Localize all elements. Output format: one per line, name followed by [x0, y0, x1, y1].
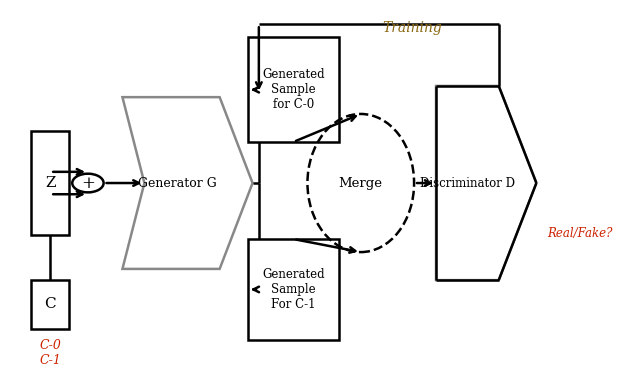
Text: Z: Z — [45, 176, 56, 190]
Text: Real/Fake?: Real/Fake? — [548, 227, 613, 240]
Text: C-1: C-1 — [40, 354, 61, 367]
Text: +: + — [81, 174, 95, 192]
Text: Generator G: Generator G — [138, 176, 217, 189]
Text: Discriminator D: Discriminator D — [420, 176, 515, 189]
Text: Training: Training — [383, 21, 442, 35]
Text: Merge: Merge — [339, 176, 383, 189]
FancyBboxPatch shape — [31, 131, 69, 235]
FancyBboxPatch shape — [31, 280, 69, 329]
Text: Generated
Sample
For C-1: Generated Sample For C-1 — [262, 268, 324, 311]
FancyBboxPatch shape — [248, 37, 339, 142]
Text: C-0: C-0 — [40, 339, 61, 352]
FancyBboxPatch shape — [248, 239, 339, 340]
Text: Generated
Sample
for C-0: Generated Sample for C-0 — [262, 68, 324, 111]
Text: C: C — [45, 298, 56, 311]
